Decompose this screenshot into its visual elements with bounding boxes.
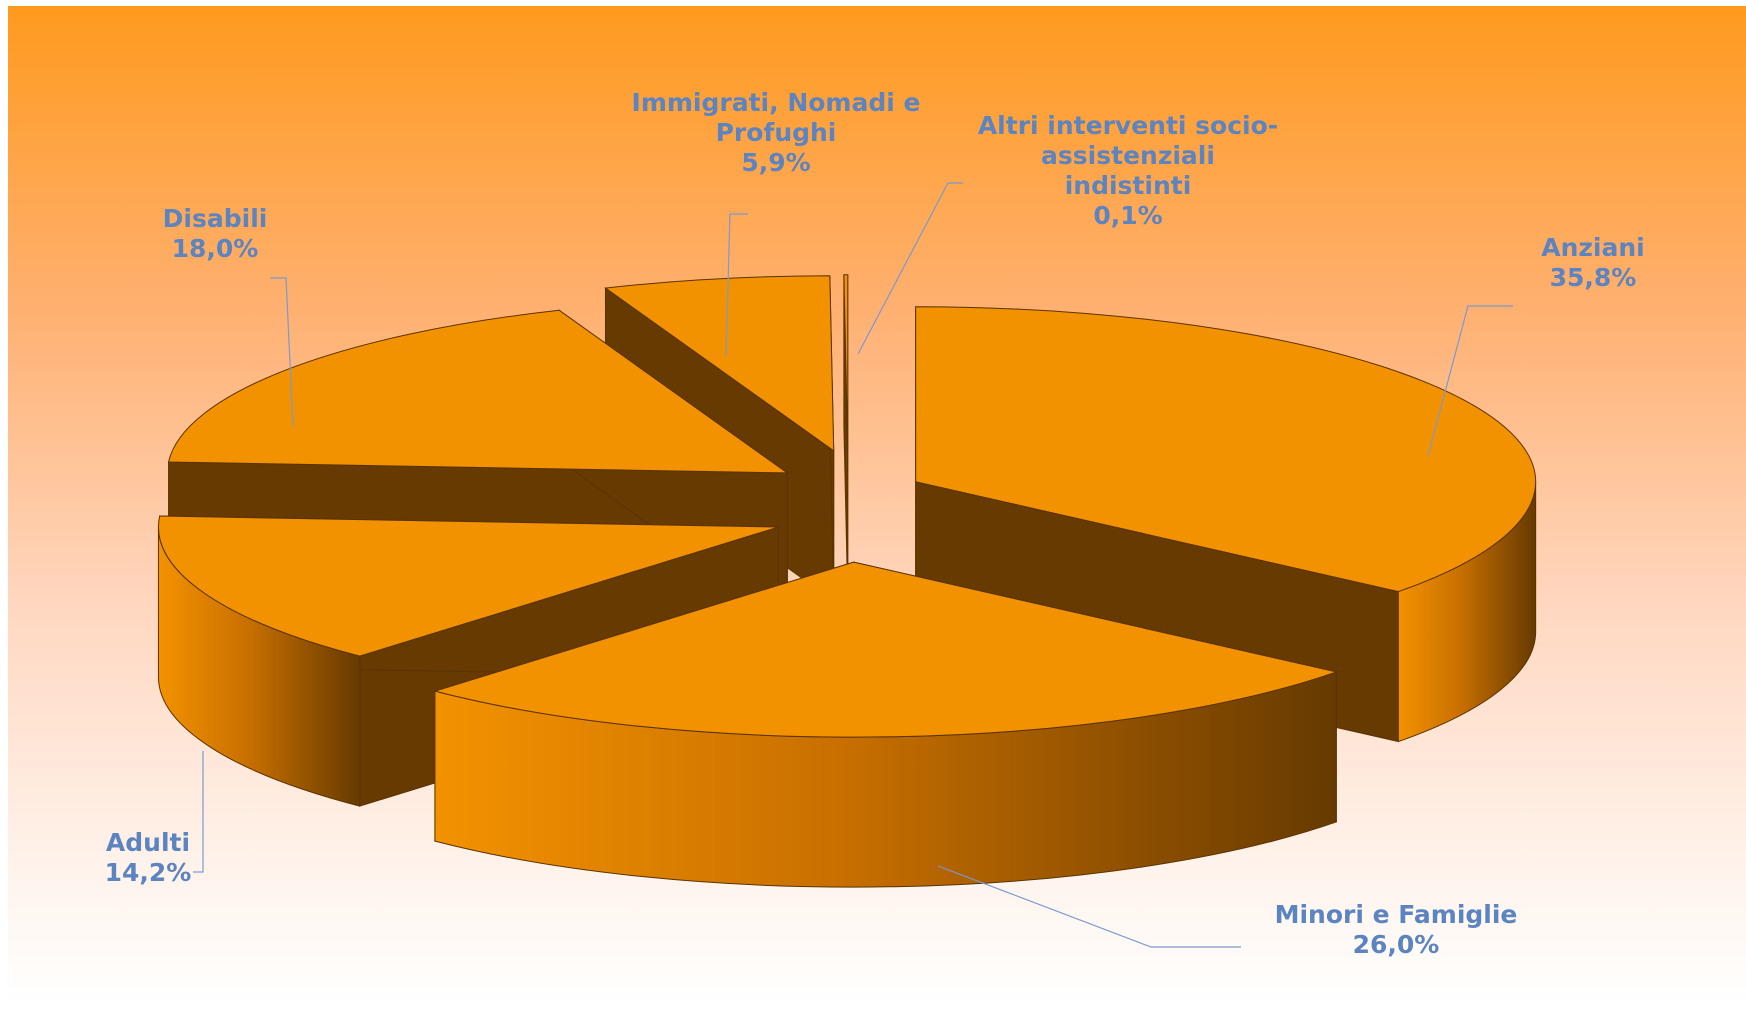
label-adulti: Adulti 14,2% — [105, 828, 192, 887]
value-label-immigrati-nomadi-e-profughi: 5,9% — [741, 148, 810, 177]
slice-minori-e-famiglie — [433, 561, 1339, 888]
pie-chart: Anziani 35,8% Minori e Famiglie 26,0% Adulti… — [105, 88, 1645, 959]
leader-line-minori-e-famiglie — [937, 865, 1241, 948]
label-disabili: Disabili 18,0% — [163, 204, 268, 263]
label-minori-e-famiglie: Minori e Famiglie 26,0% — [1275, 900, 1518, 959]
leader-line-disabili — [270, 277, 294, 427]
slice-top-immigrati-nomadi-e-profughi — [604, 275, 835, 452]
leader-line-altri-interventi-socio-assistenziali-indistinti — [857, 182, 963, 355]
category-label-minori-e-famiglie: Minori e Famiglie — [1275, 900, 1518, 929]
chart-background: Anziani 35,8% Minori e Famiglie 26,0% Adulti… — [8, 6, 1746, 1006]
value-label-anziani: 35,8% — [1550, 263, 1637, 292]
slice-altri-interventi-socio-assistenziali-indistinti — [843, 274, 849, 600]
slice-top-disabili — [167, 309, 789, 474]
leader-line-anziani — [1427, 305, 1513, 457]
category-label-altri-interventi-socio-assistenziali-indistinti: assistenziali — [1041, 141, 1215, 170]
value-label-minori-e-famiglie: 26,0% — [1353, 930, 1440, 959]
category-label-adulti: Adulti — [106, 828, 190, 857]
category-label-altri-interventi-socio-assistenziali-indistinti: Altri interventi socio- — [978, 111, 1278, 140]
value-label-altri-interventi-socio-assistenziali-indistinti: 0,1% — [1093, 201, 1162, 230]
category-label-immigrati-nomadi-e-profughi: Immigrati, Nomadi e — [632, 88, 921, 117]
label-immigrati-nomadi-e-profughi: Immigrati, Nomadi e Profughi 5,9% — [632, 88, 921, 177]
label-anziani: Anziani 35,8% — [1541, 233, 1645, 292]
value-label-adulti: 14,2% — [105, 858, 192, 887]
slice-top-adulti — [157, 515, 779, 657]
slice-top-minori-e-famiglie — [433, 561, 1339, 738]
category-label-altri-interventi-socio-assistenziali-indistinti: indistinti — [1065, 171, 1192, 200]
leader-line-immigrati-nomadi-e-profughi — [725, 213, 748, 357]
label-altri-interventi-socio-assistenziali-indistinti: Altri interventi socio-assistenziali indi… — [978, 111, 1278, 230]
category-label-anziani: Anziani — [1541, 233, 1645, 262]
value-label-disabili: 18,0% — [172, 234, 259, 263]
leader-line-adulti — [193, 751, 204, 873]
slice-top-anziani — [915, 306, 1537, 593]
slice-top-altri-interventi-socio-assistenziali-indistinti — [843, 274, 849, 450]
category-label-disabili: Disabili — [163, 204, 268, 233]
category-label-immigrati-nomadi-e-profughi: Profughi — [716, 118, 837, 147]
